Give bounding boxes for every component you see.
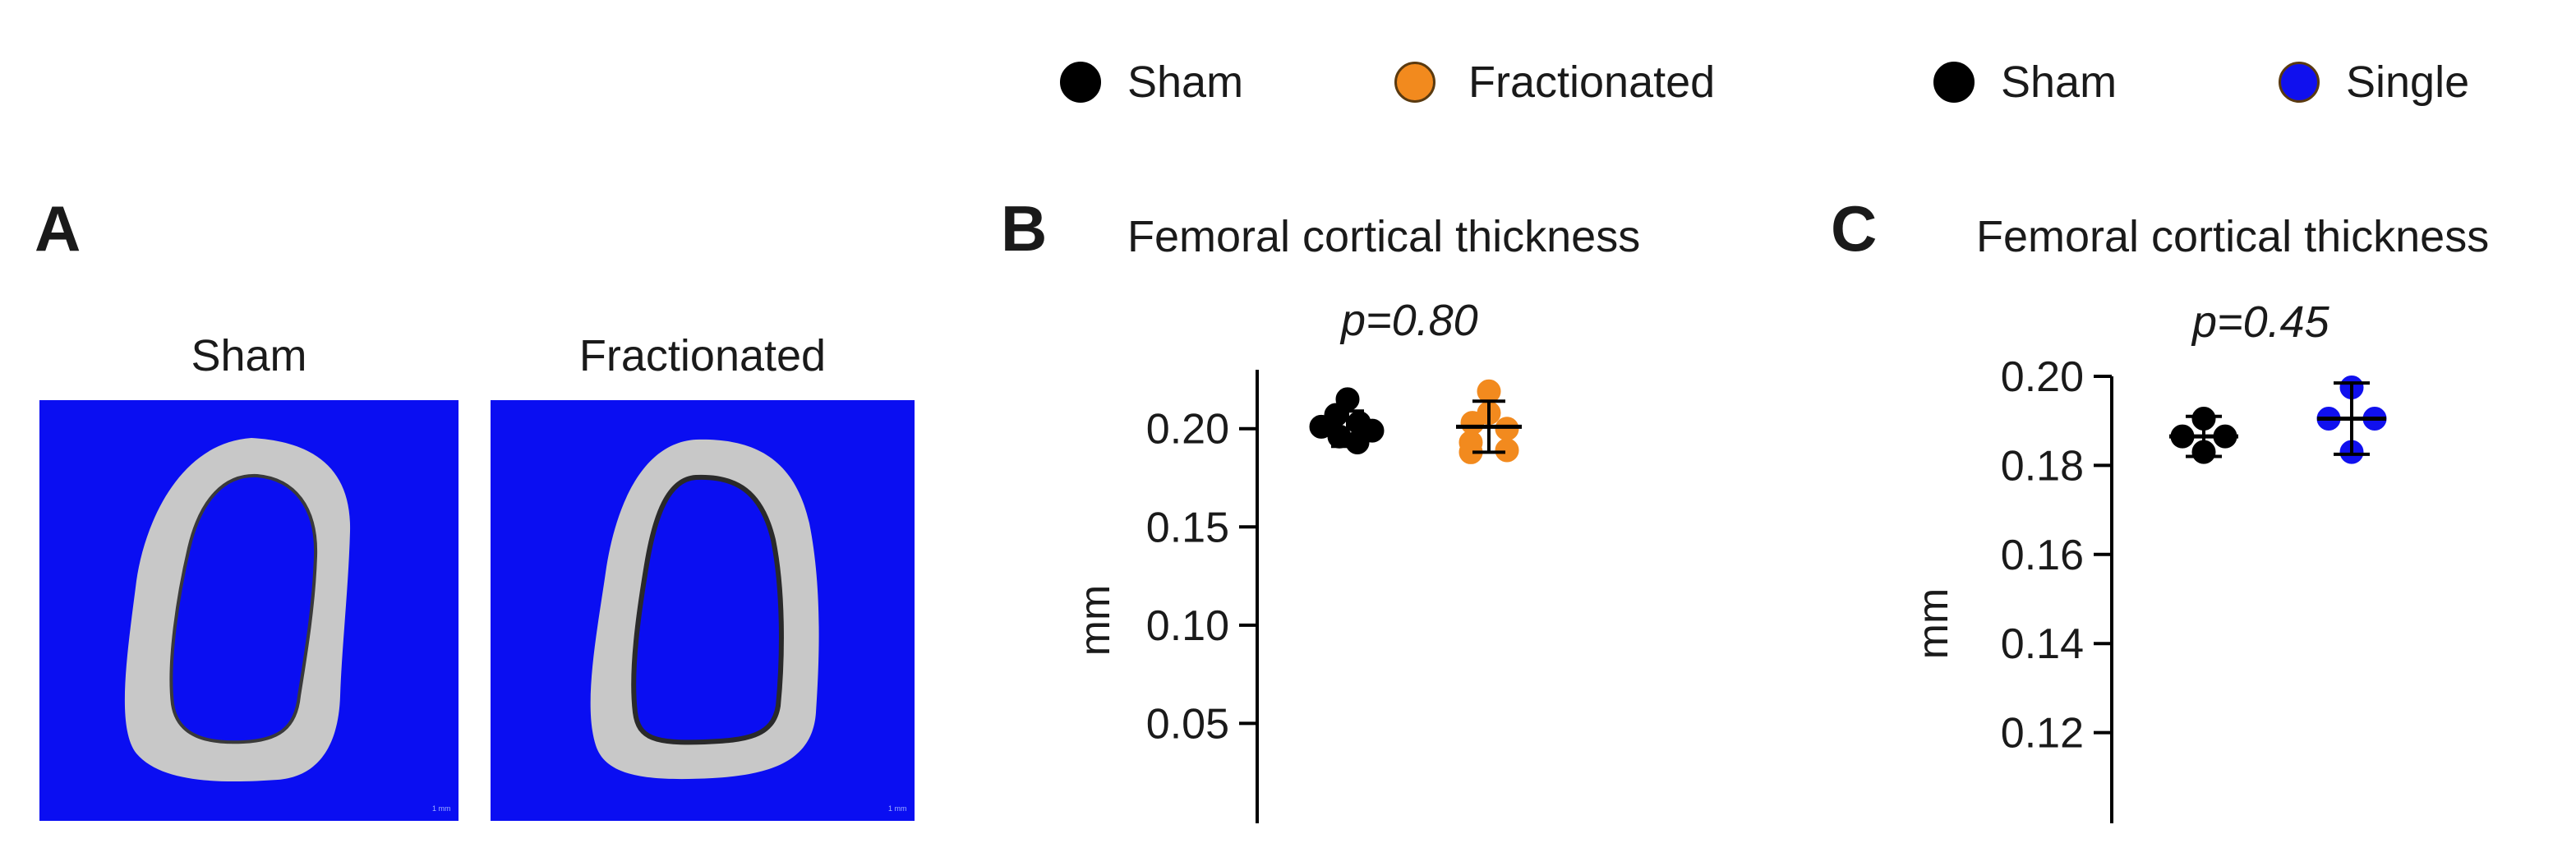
legend-marker-fractionated (1394, 62, 1435, 103)
y-tick-label: 0.05 (1146, 700, 1229, 748)
data-point-fractionated (1477, 379, 1501, 403)
p-value-b: p=0.80 (1341, 296, 1478, 345)
legend-marker-sham (1933, 62, 1975, 103)
y-tick-label: 0.14 (2001, 620, 2084, 668)
data-point-sham (1345, 430, 1370, 454)
y-tick-label: 0.12 (2001, 710, 2084, 758)
legend-label-sham: Sham (2001, 58, 2117, 107)
svg-text:1 mm: 1 mm (432, 804, 451, 813)
legend-label-single: Single (2346, 58, 2470, 107)
panel-letter-a: A (35, 192, 81, 265)
legend-marker-sham (1060, 62, 1101, 103)
y-tick-label: 0.16 (2001, 532, 2084, 579)
svg-text:1 mm: 1 mm (888, 804, 907, 813)
dot-plot-c: 0.12 0.14 0.16 0.18 0.20 mm (1910, 353, 2387, 823)
image-label-sham: Sham (191, 331, 307, 380)
image-label-fractionated: Fractionated (578, 331, 827, 380)
y-tick-label: 0.10 (1146, 602, 1229, 650)
chart-title-c: Femoral cortical thickness (1976, 212, 2490, 261)
bone-cross-section-image: 1 mm (39, 400, 459, 821)
y-tick-label: 0.15 (1146, 504, 1229, 551)
panel-letter-b: B (1001, 192, 1048, 265)
y-axis-label: mm (1071, 585, 1119, 657)
legend-label-fractionated: Fractionated (1468, 58, 1716, 107)
legend-label-sham: Sham (1127, 58, 1244, 107)
data-point-fractionated (1495, 438, 1519, 463)
p-value-c: p=0.45 (2192, 297, 2329, 347)
y-tick-label: 0.18 (2001, 442, 2084, 490)
panel-letter-c: C (1831, 192, 1878, 265)
y-tick-label: 0.20 (1146, 406, 1229, 454)
bone-cross-section-image: 1 mm (491, 400, 915, 821)
y-axis-label: mm (1910, 588, 1957, 660)
chart-title-b: Femoral cortical thickness (1127, 212, 1641, 261)
y-tick-label: 0.20 (2001, 353, 2084, 401)
dot-plot-b: 0.05 0.10 0.15 0.20 mm (1071, 370, 1522, 823)
legend-marker-single (2279, 62, 2320, 103)
